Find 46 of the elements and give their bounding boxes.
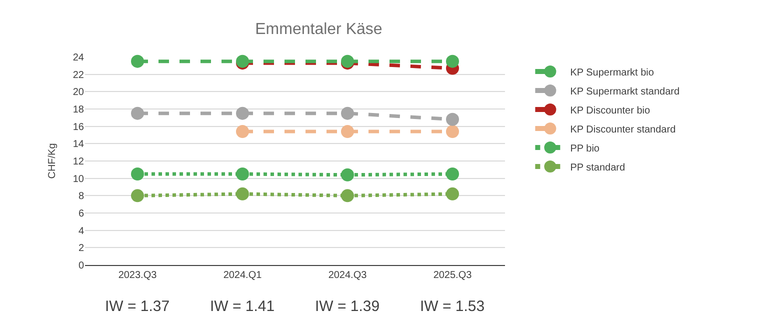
y-tick-label: 24	[72, 52, 84, 64]
y-tick-label: 20	[72, 87, 84, 98]
y-tick-label: 14	[72, 139, 84, 150]
point	[341, 125, 354, 138]
point	[446, 54, 459, 68]
point	[236, 125, 249, 138]
point	[131, 168, 144, 180]
point	[446, 112, 459, 126]
chart-title: Emmentaler Käse	[255, 20, 382, 38]
point	[236, 187, 249, 200]
x-tick-label: 2024.Q1	[223, 270, 262, 281]
y-tick-label: 6	[78, 208, 84, 220]
x-tick-label: 2025.Q3	[433, 270, 472, 281]
text: IW = 1.39	[315, 298, 380, 315]
legend-label: KP Discounter standard	[570, 124, 676, 136]
y-tick-label: 22	[72, 70, 84, 81]
y-tick-label: 18	[72, 104, 84, 116]
text: IW = 1.53	[420, 298, 485, 315]
x-tick-label: 2023.Q3	[118, 270, 158, 281]
point	[446, 187, 459, 200]
legend-label: PP standard	[570, 162, 626, 174]
point	[446, 168, 459, 180]
y-tick-label: 2	[78, 243, 84, 254]
y-axis-title: CHF/Kg	[46, 143, 58, 179]
y-tick-label: 10	[72, 174, 84, 185]
y-tick-label: 8	[78, 191, 84, 202]
y-tick-label: 12	[72, 156, 84, 168]
point	[341, 189, 354, 202]
point	[131, 54, 144, 68]
point	[236, 106, 249, 120]
point	[341, 168, 354, 182]
y-tick-label: 0	[78, 260, 84, 272]
point	[341, 106, 354, 120]
y-tick-label: 16	[72, 122, 84, 133]
point	[131, 106, 144, 120]
x-tick-label: 2024.Q3	[328, 270, 368, 281]
text: IW = 1.41	[210, 298, 275, 315]
point	[236, 168, 249, 180]
legend-label: KP Supermarkt bio	[570, 67, 654, 78]
point	[131, 189, 144, 202]
legend-label: KP Discounter bio	[570, 105, 650, 116]
legend-label: PP bio	[570, 143, 600, 154]
text: IW = 1.37	[105, 298, 170, 315]
point	[446, 125, 459, 138]
y-tick-label: 4	[78, 226, 84, 237]
legend-label: KP Supermarkt standard	[570, 86, 680, 98]
